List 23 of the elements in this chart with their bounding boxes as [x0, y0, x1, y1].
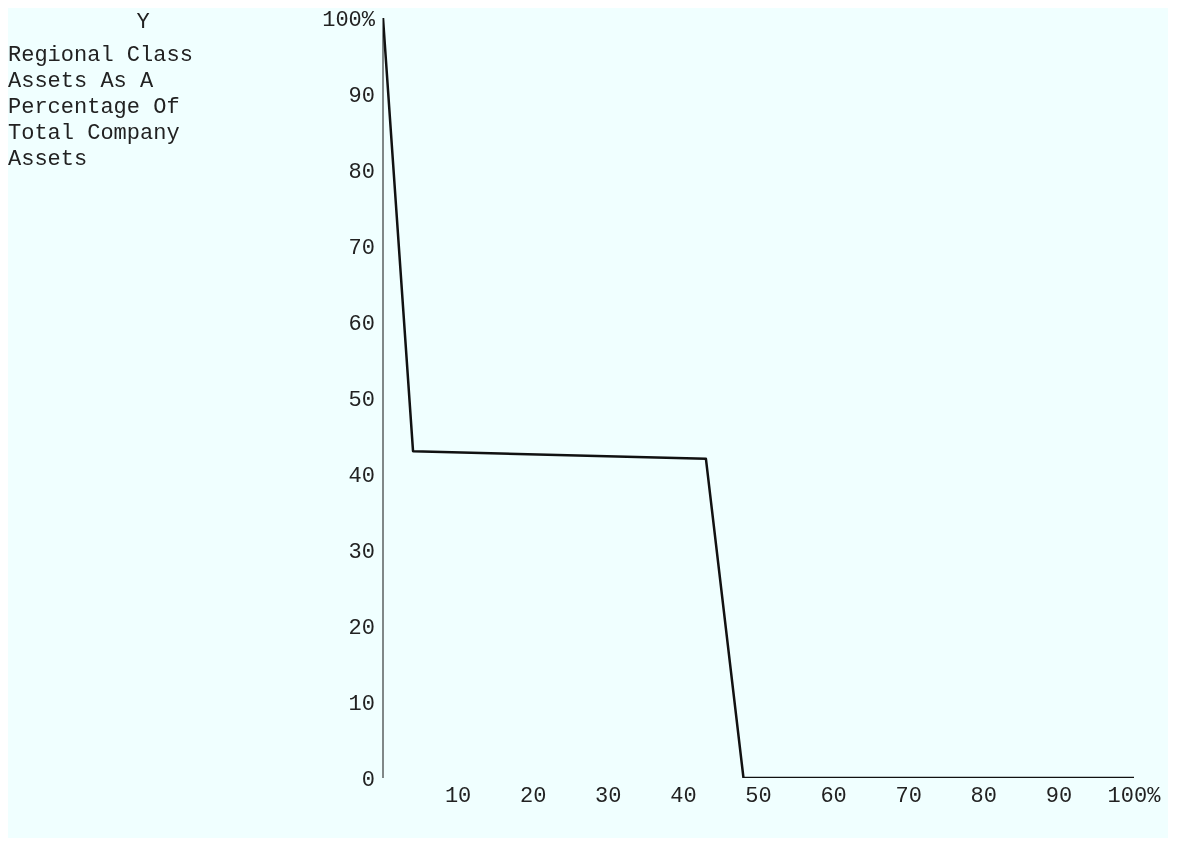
y-tick-label: 0: [361, 767, 375, 793]
y-tick-label: 30: [348, 539, 375, 565]
y-tick-label: 40: [348, 463, 375, 489]
y-tick-label: 50: [348, 387, 375, 413]
x-tick-label: 20: [520, 783, 547, 809]
y-tick-label: 20: [348, 615, 375, 641]
y-tick-label: 80: [348, 159, 375, 185]
x-tick-label: 30: [595, 783, 622, 809]
x-tick-label: 90: [1045, 783, 1073, 809]
y-tick-label: 60: [348, 311, 375, 337]
x-tick-label: 80: [970, 783, 997, 809]
x-tick-label: 50: [745, 783, 772, 809]
x-tick-label: 40: [670, 783, 697, 809]
text: Regional Class Assets As A Percentage Of Total Company Assets: [8, 43, 194, 173]
x-tick-label: 100%: [1107, 783, 1162, 809]
text: Y: [135, 10, 151, 35]
y-tick-label: 70: [348, 235, 375, 261]
y-tick-label: 100%: [322, 7, 376, 33]
y-tick-label: 90: [348, 83, 375, 109]
x-tick-label: 10: [444, 783, 472, 809]
y-tick-label: 10: [348, 691, 375, 717]
x-tick-label: 60: [820, 783, 847, 809]
x-tick-label: 70: [895, 783, 922, 809]
